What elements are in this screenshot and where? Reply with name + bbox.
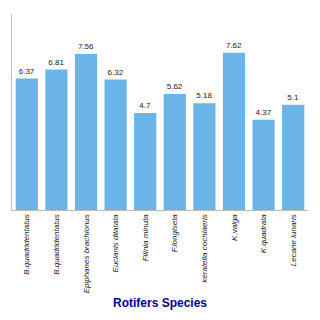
svg-text:6.81: 6.81 (48, 58, 64, 67)
svg-text:B.quadridentatus: B.quadridentatus (22, 214, 31, 275)
svg-text:K.valga: K.valga (230, 214, 239, 241)
svg-text:6.32: 6.32 (108, 68, 124, 77)
svg-text:Filinia minuta: Filinia minuta (141, 214, 150, 262)
svg-text:keratella cochlaeris: keratella cochlaeris (200, 214, 209, 282)
svg-text:B.quadridentatus: B.quadridentatus (52, 214, 61, 275)
svg-text:Euclanis dilatata: Euclanis dilatata (111, 214, 120, 273)
svg-text:5.1: 5.1 (287, 93, 299, 102)
svg-text:7.62: 7.62 (226, 41, 242, 50)
svg-text:F.longiseta: F.longiseta (170, 214, 179, 253)
svg-text:4.37: 4.37 (256, 108, 272, 117)
svg-text:6.37: 6.37 (19, 67, 35, 76)
svg-text:5.62: 5.62 (167, 82, 183, 91)
svg-text:Epiphanes brachionus: Epiphanes brachionus (82, 214, 91, 293)
svg-text:K.quadrata: K.quadrata (259, 214, 268, 254)
svg-text:4.7: 4.7 (139, 101, 151, 110)
svg-text:7.56: 7.56 (78, 42, 94, 51)
svg-text:Rotifers Species: Rotifers Species (113, 296, 207, 310)
svg-text:Lecane lunaris: Lecane lunaris (289, 214, 298, 266)
svg-text:5.18: 5.18 (196, 91, 212, 100)
